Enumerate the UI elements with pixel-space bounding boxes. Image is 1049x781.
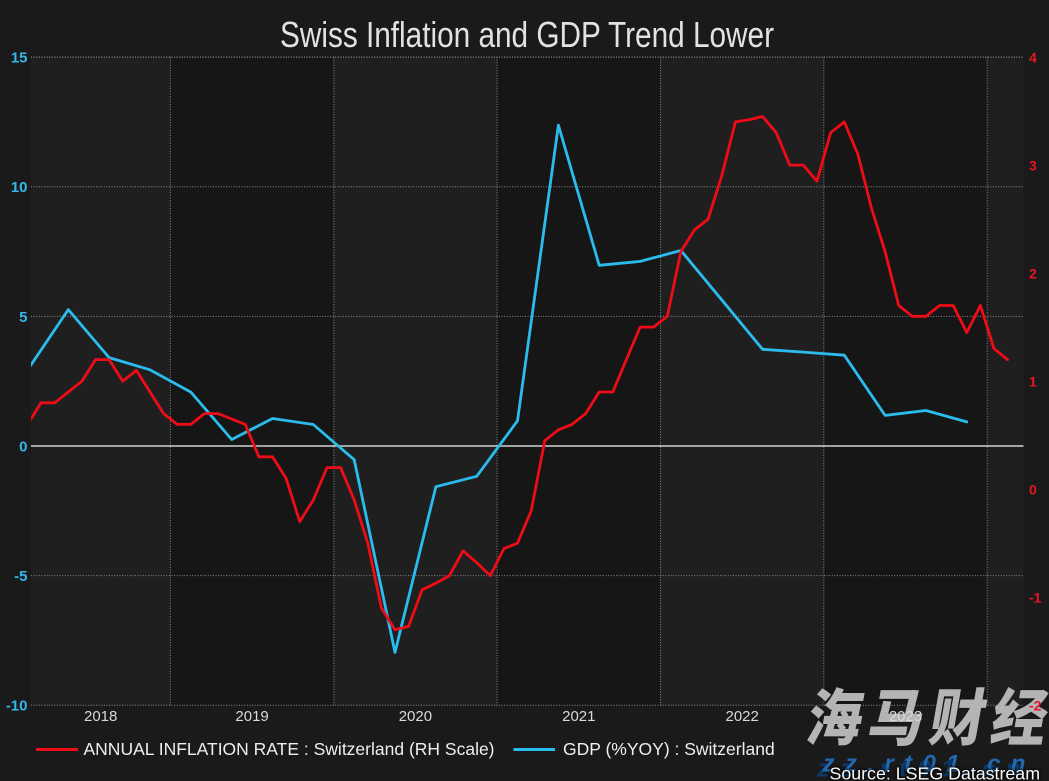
svg-text:2019: 2019 xyxy=(235,708,268,725)
svg-text:2: 2 xyxy=(1029,266,1037,282)
svg-text:-5: -5 xyxy=(14,568,27,585)
svg-text:-1: -1 xyxy=(1029,590,1042,606)
svg-text:0: 0 xyxy=(1029,482,1037,498)
svg-text:Source: LSEG Datastream: Source: LSEG Datastream xyxy=(830,764,1041,781)
svg-text:15: 15 xyxy=(11,50,28,67)
svg-text:2022: 2022 xyxy=(726,708,759,725)
svg-text:Swiss Inflation and GDP Trend: Swiss Inflation and GDP Trend Lower xyxy=(280,14,774,55)
svg-text:5: 5 xyxy=(19,309,27,326)
svg-text:2018: 2018 xyxy=(84,708,117,725)
svg-text:0: 0 xyxy=(19,438,27,455)
svg-text:-10: -10 xyxy=(6,698,28,715)
svg-text:3: 3 xyxy=(1029,158,1037,174)
svg-text:2021: 2021 xyxy=(562,708,595,725)
svg-text:1: 1 xyxy=(1029,374,1037,390)
svg-text:ANNUAL INFLATION RATE : Switze: ANNUAL INFLATION RATE : Switzerland (RH … xyxy=(84,739,495,759)
svg-text:4: 4 xyxy=(1029,50,1037,66)
svg-text:2023: 2023 xyxy=(889,708,922,725)
svg-text:10: 10 xyxy=(11,179,28,196)
svg-text:-2: -2 xyxy=(1029,698,1042,714)
svg-text:zz.rt01.cn: zz.rt01.cn xyxy=(822,751,1036,778)
svg-text:GDP (%YOY) : Switzerland: GDP (%YOY) : Switzerland xyxy=(563,739,775,759)
svg-text:2020: 2020 xyxy=(399,708,432,725)
